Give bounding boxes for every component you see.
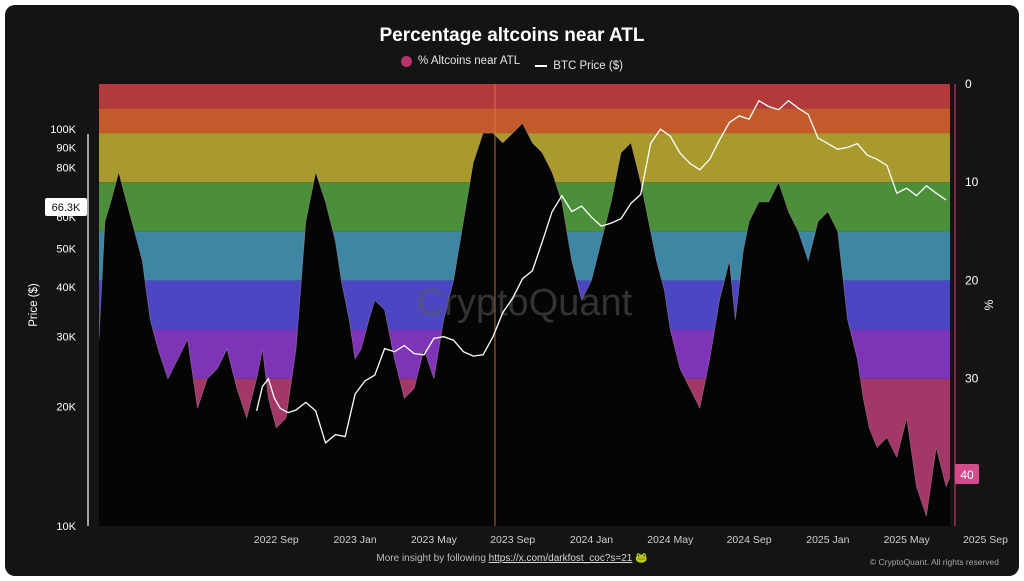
chart-card: Percentage altcoins near ATL % Altcoins … <box>5 5 1019 576</box>
y-left-label: Price ($) <box>28 283 40 327</box>
altcoins-area <box>99 123 950 526</box>
band-0 <box>99 84 950 109</box>
watermark: CryptoQuant <box>417 282 633 324</box>
footer-text: More insight by following <box>376 553 486 564</box>
x-tick-label: 2024 May <box>647 534 694 546</box>
legend-item-btc[interactable]: BTC Price ($) <box>535 60 623 72</box>
legend-label-altcoins: % Altcoins near ATL <box>418 55 521 67</box>
y-left-tick-label: 50K <box>56 244 76 256</box>
chart-title: Percentage altcoins near ATL <box>379 25 645 46</box>
x-tick-label: 2023 Jan <box>333 534 376 546</box>
y-right-tick-label: 0 <box>965 77 972 91</box>
y-right-label: % <box>982 299 996 310</box>
x-tick-label: 2024 Jan <box>570 534 613 546</box>
x-tick-label: 2024 Sep <box>727 534 772 546</box>
y-right-tick-label: 30 <box>965 372 979 386</box>
footer: More insight by following https://x.com/… <box>5 553 1019 564</box>
y-left-tick-label: 10K <box>56 521 76 533</box>
y-left-tick-label: 80K <box>56 163 76 175</box>
legend: % Altcoins near ATL BTC Price ($) <box>5 55 1019 72</box>
current-percent-badge <box>955 464 979 484</box>
x-tick-label: 2022 Sep <box>254 534 299 546</box>
x-tick-label: 2025 May <box>884 534 931 546</box>
x-tick-label: 2025 Sep <box>963 534 1008 546</box>
y-left-tick-label: 30K <box>56 332 76 344</box>
frog-emoji-icon: 🐸 <box>635 553 648 564</box>
x-tick-label: 2025 Jan <box>806 534 849 546</box>
legend-line-icon <box>535 64 548 67</box>
x-tick-label: 2023 May <box>411 534 458 546</box>
x-tick-label: 2023 Sep <box>490 534 535 546</box>
y-left-tick-label: 40K <box>56 282 76 294</box>
y-right-tick-label: 10 <box>965 175 979 189</box>
current-price-label: 66.3K <box>52 202 81 214</box>
btc-price-line <box>255 99 947 445</box>
legend-label-btc: BTC Price ($) <box>553 59 623 72</box>
current-price-badge <box>45 198 87 216</box>
current-percent-label: 40 <box>960 468 974 482</box>
legend-item-altcoins[interactable]: % Altcoins near ATL <box>401 55 520 67</box>
y-left-tick-label: 100K <box>50 124 76 136</box>
chart-svg: CryptoQuant10K20K30K40K50K60K80K90K100KP… <box>28 77 1008 546</box>
copyright: © CryptoQuant. All rights reserved <box>869 557 999 567</box>
y-left-tick-label: 20K <box>56 402 76 414</box>
y-left-tick-label: 90K <box>56 142 76 154</box>
altcoins-line <box>99 122 950 517</box>
footer-link[interactable]: https://x.com/darkfost_coc?s=21 <box>488 553 633 564</box>
y-right-tick-label: 20 <box>965 273 979 287</box>
legend-dot-icon <box>401 55 413 67</box>
